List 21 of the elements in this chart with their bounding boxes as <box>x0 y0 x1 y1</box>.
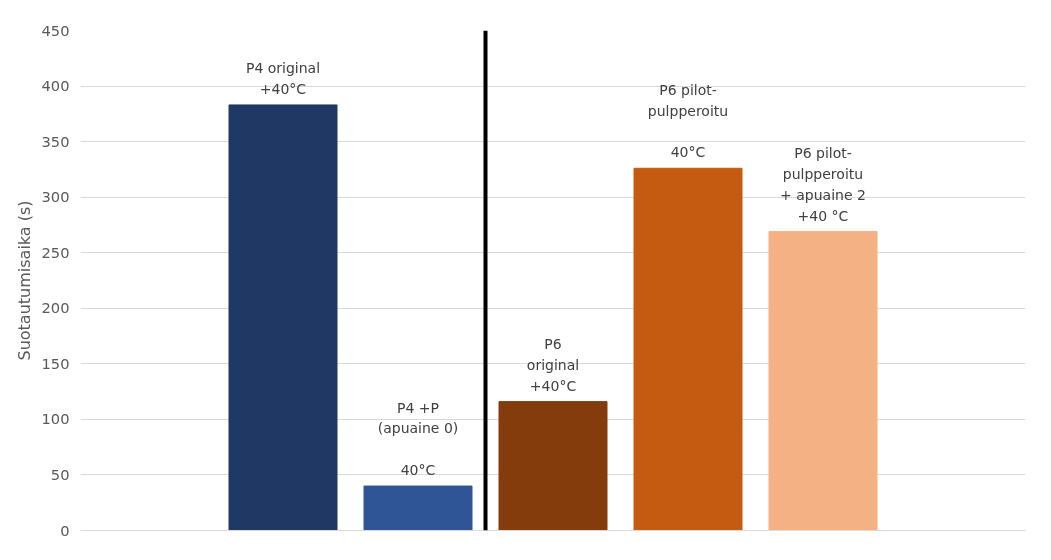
y-tick-label: 150 <box>41 354 70 372</box>
bar <box>633 167 743 531</box>
y-tick-label: 0 <box>60 521 70 539</box>
annotation: P4 original +40°C <box>245 60 321 97</box>
y-tick-label: 350 <box>41 132 70 150</box>
bar <box>768 231 878 531</box>
text: P4 +P (apuaine 0) 40°C <box>377 399 459 479</box>
annotation: P6 original +40°C <box>526 336 580 394</box>
y-tick-label: 250 <box>41 243 70 261</box>
y-tick-label: 200 <box>41 299 70 317</box>
text: P6 pilot- pulpperoitu 40°C <box>647 81 729 161</box>
y-tick-label: 400 <box>41 77 70 95</box>
bar <box>228 104 338 531</box>
bar <box>363 485 473 531</box>
bar <box>498 401 608 531</box>
y-tick-label: 450 <box>41 21 70 39</box>
annotation: P6 pilot- pulpperoitu + apuaine 2 +40 °C <box>780 145 866 224</box>
y-tick-label: 50 <box>50 465 70 483</box>
y-axis-title: Suotautumisaika (s) <box>14 200 34 361</box>
y-tick-label: 300 <box>41 188 70 206</box>
y-tick-label: 100 <box>41 410 70 428</box>
